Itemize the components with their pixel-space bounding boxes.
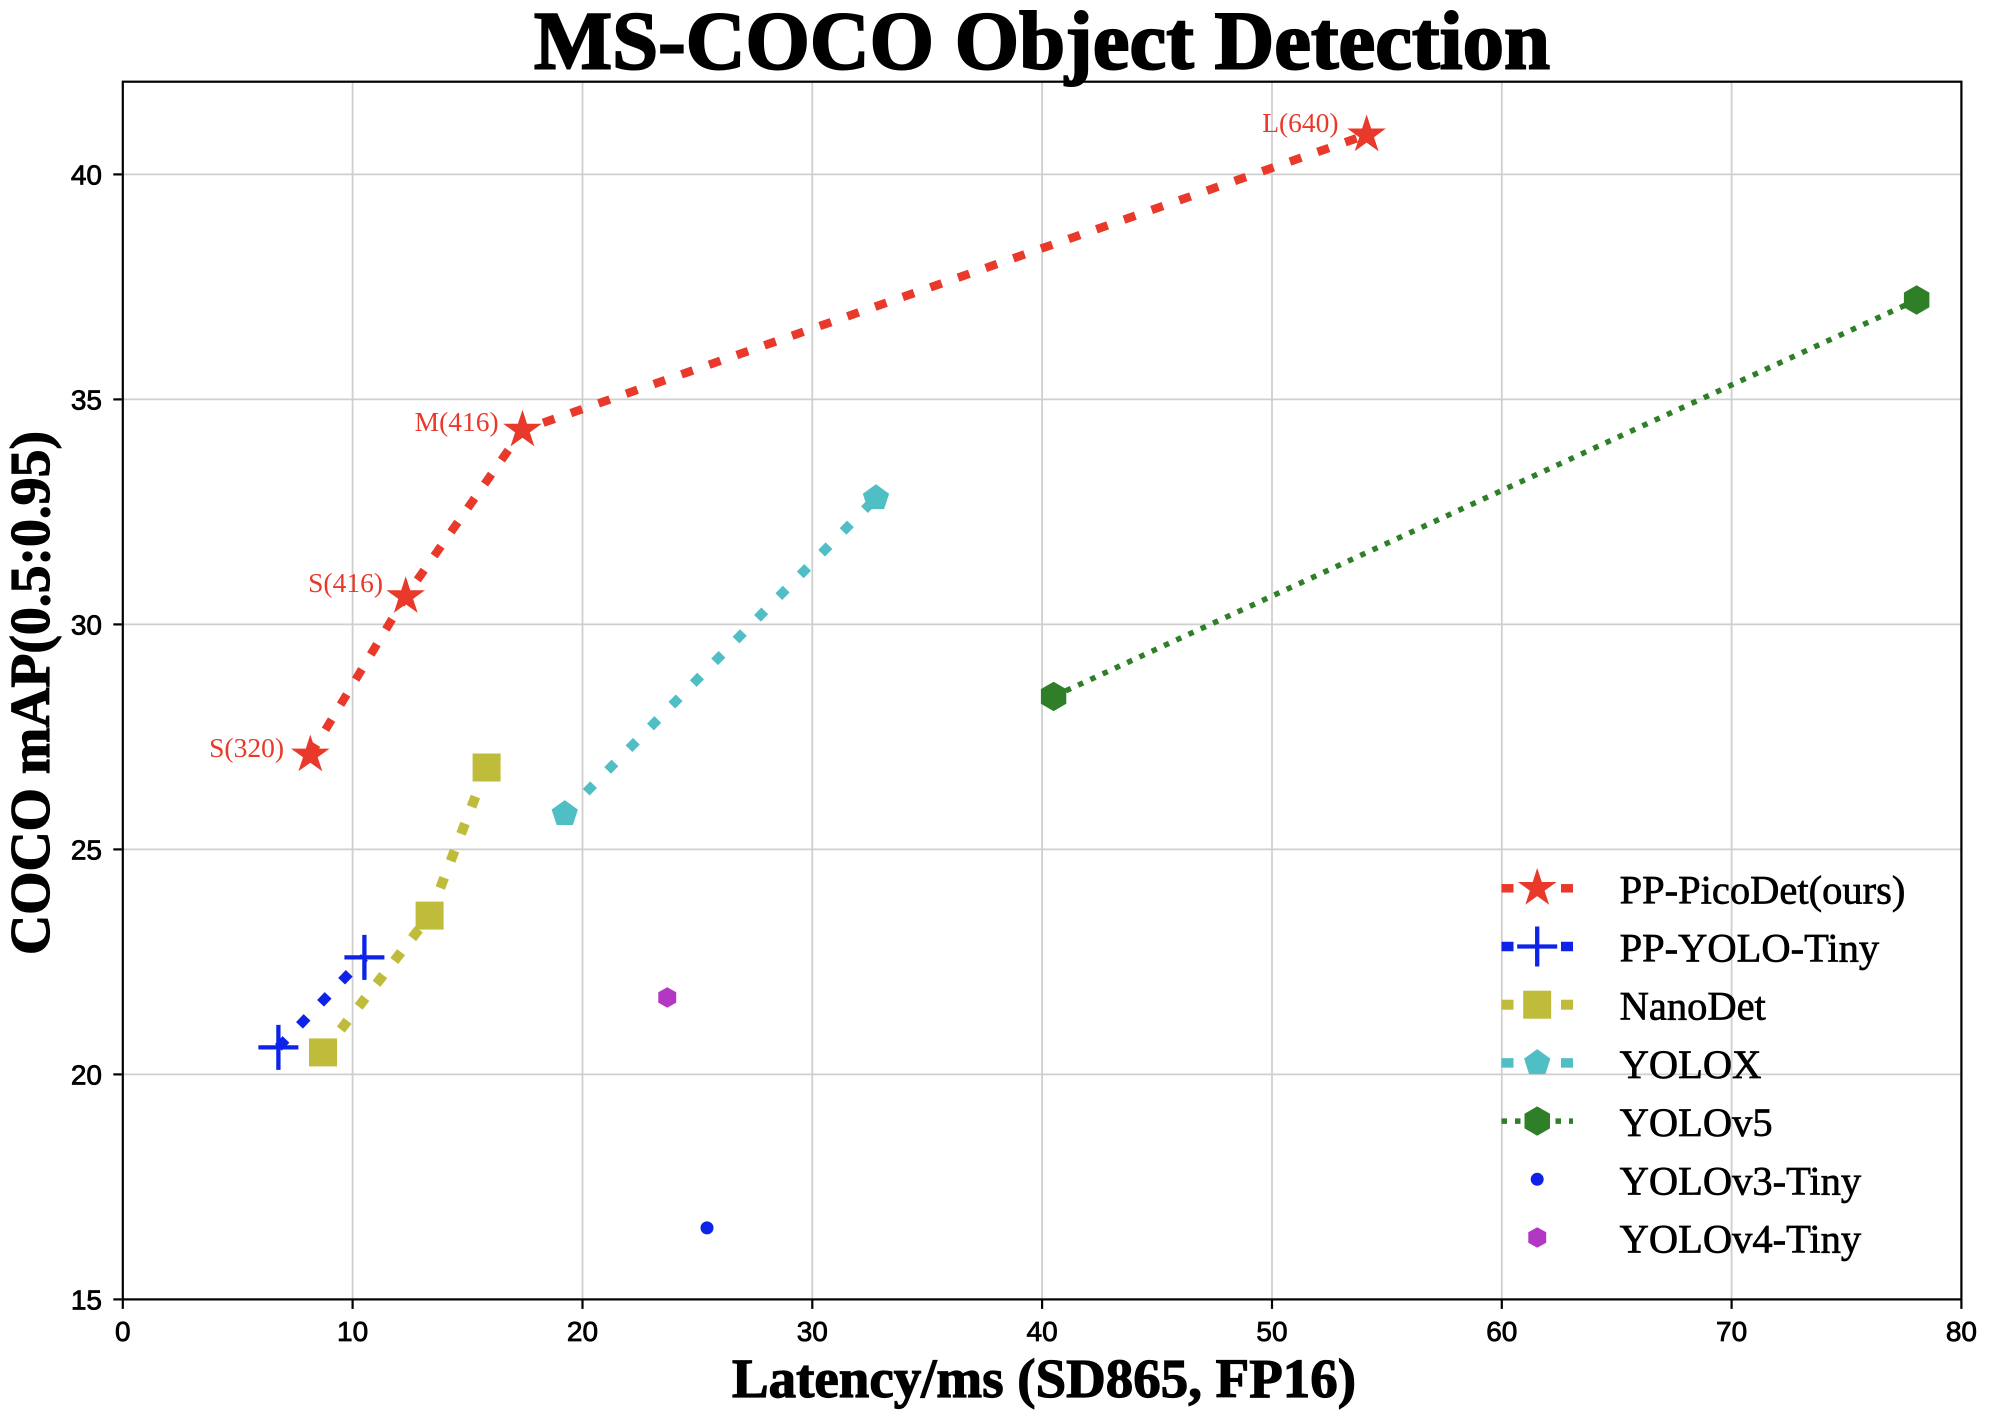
svg-text:PP-YOLO-Tiny: PP-YOLO-Tiny — [1620, 926, 1880, 971]
svg-text:40: 40 — [71, 159, 102, 190]
svg-text:10: 10 — [337, 1316, 368, 1347]
svg-text:80: 80 — [1946, 1316, 1977, 1347]
svg-text:YOLOv4-Tiny: YOLOv4-Tiny — [1620, 1217, 1862, 1262]
svg-text:S(416): S(416) — [308, 567, 383, 598]
svg-text:60: 60 — [1486, 1316, 1517, 1347]
svg-text:MS-COCO Object Detection: MS-COCO Object Detection — [534, 0, 1550, 87]
svg-text:20: 20 — [71, 1059, 102, 1090]
svg-text:30: 30 — [797, 1316, 828, 1347]
svg-text:Latency/ms (SD865, FP16): Latency/ms (SD865, FP16) — [732, 1348, 1356, 1409]
svg-text:25: 25 — [71, 834, 102, 865]
svg-text:50: 50 — [1256, 1316, 1287, 1347]
svg-text:S(320): S(320) — [209, 732, 284, 763]
svg-text:YOLOv5: YOLOv5 — [1620, 1100, 1773, 1145]
svg-text:YOLOv3-Tiny: YOLOv3-Tiny — [1620, 1158, 1862, 1203]
svg-text:0: 0 — [115, 1316, 131, 1347]
svg-text:L(640): L(640) — [1262, 107, 1338, 138]
svg-text:20: 20 — [567, 1316, 598, 1347]
svg-text:COCO mAP(0.5:0.95): COCO mAP(0.5:0.95) — [0, 431, 62, 955]
svg-text:40: 40 — [1027, 1316, 1058, 1347]
svg-text:PP-PicoDet(ours): PP-PicoDet(ours) — [1620, 867, 1906, 912]
svg-text:NanoDet: NanoDet — [1620, 984, 1767, 1029]
svg-text:30: 30 — [71, 609, 102, 640]
svg-text:15: 15 — [71, 1284, 102, 1315]
svg-text:M(416): M(416) — [415, 406, 499, 437]
svg-text:70: 70 — [1716, 1316, 1747, 1347]
svg-text:YOLOX: YOLOX — [1620, 1042, 1762, 1087]
svg-text:35: 35 — [71, 384, 102, 415]
